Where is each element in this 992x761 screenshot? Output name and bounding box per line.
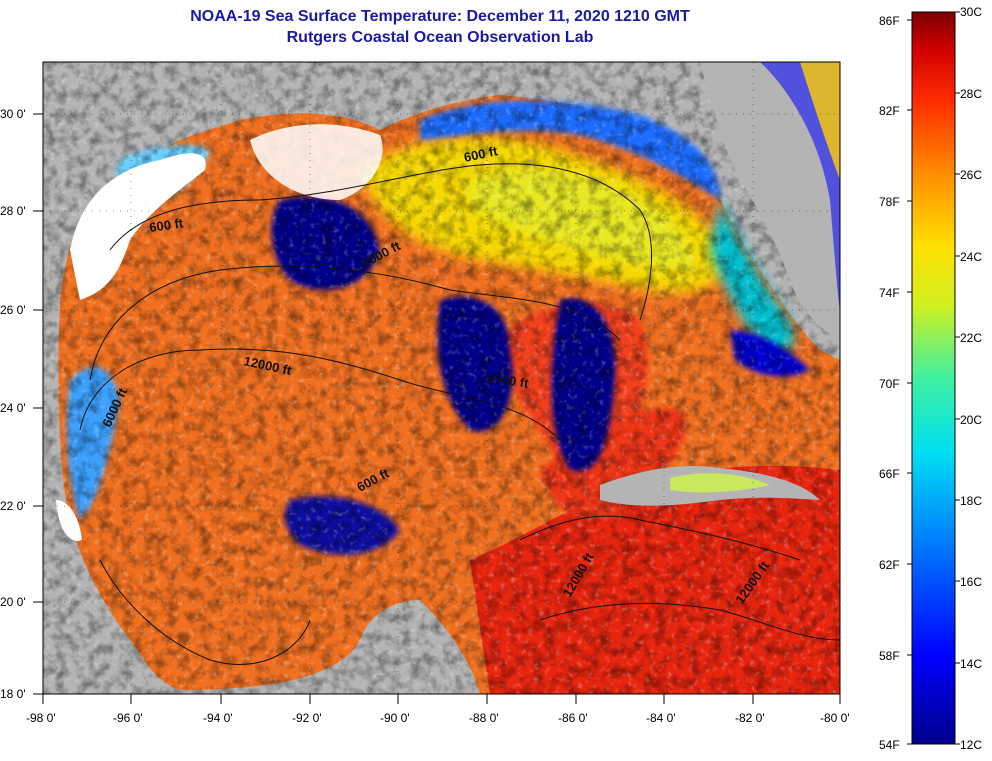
lat-label: 30 0' — [0, 107, 26, 121]
map-title: NOAA-19 Sea Surface Temperature: Decembe… — [190, 8, 690, 25]
lon-label: -96 0' — [113, 711, 143, 725]
colorbar-f-label: 66F — [879, 467, 900, 481]
lon-label: -82 0' — [735, 711, 765, 725]
lon-label: -84 0' — [646, 711, 676, 725]
lon-label: -80 0' — [820, 711, 850, 725]
lat-label: 24 0' — [0, 401, 26, 415]
lon-label: -88 0' — [469, 711, 499, 725]
colorbar-f-label: 62F — [879, 558, 900, 572]
contour-label: 600 ft — [463, 143, 500, 165]
colorbar-c-label: 28C — [960, 87, 982, 101]
colorbar-c-label: 22C — [960, 331, 982, 345]
colorbar-c-label: 30C — [960, 5, 982, 19]
colorbar-f-label: 74F — [879, 286, 900, 300]
lon-label: -94 0' — [203, 711, 233, 725]
bathymetry-contours — [79, 163, 840, 665]
colorbar-c-label: 26C — [960, 168, 982, 182]
colorbar-c-label: 14C — [960, 657, 982, 671]
sst-field: 600 ft 600 ft 6000 ft 12000 ft 6000 ft 6… — [43, 62, 840, 694]
colorbar-c-label: 20C — [960, 413, 982, 427]
colorbar — [911, 11, 956, 745]
map-frame — [42, 61, 841, 695]
lat-label: 18 0' — [0, 687, 26, 701]
lon-label: -90 0' — [380, 711, 410, 725]
colorbar-f-label: 78F — [879, 195, 900, 209]
contour-label: 6000 ft — [487, 370, 531, 391]
colorbar-c-label: 24C — [960, 250, 982, 264]
axis-ticks — [33, 113, 841, 704]
lon-label: -86 0' — [558, 711, 588, 725]
lat-label: 20 0' — [0, 595, 26, 609]
lat-label: 26 0' — [0, 303, 26, 317]
map-subtitle: Rutgers Coastal Ocean Observation Lab — [286, 29, 594, 46]
colorbar-c-label: 12C — [960, 738, 982, 752]
lon-label: -92 0' — [292, 711, 322, 725]
colorbar-ticks — [907, 11, 960, 745]
colorbar-f-label: 86F — [879, 14, 900, 28]
contour-label: 600 ft — [148, 215, 184, 235]
lat-label: 28 0' — [0, 204, 26, 218]
colorbar-c-label: 18C — [960, 494, 982, 508]
colorbar-f-label: 54F — [879, 738, 900, 752]
graticule — [43, 62, 840, 694]
lon-label: -98 0' — [26, 711, 56, 725]
colorbar-f-label: 82F — [879, 104, 900, 118]
florida-land — [700, 62, 840, 340]
lat-label: 22 0' — [0, 499, 26, 513]
colorbar-c-label: 16C — [960, 575, 982, 589]
colorbar-f-label: 58F — [879, 649, 900, 663]
colorbar-f-label: 70F — [879, 377, 900, 391]
